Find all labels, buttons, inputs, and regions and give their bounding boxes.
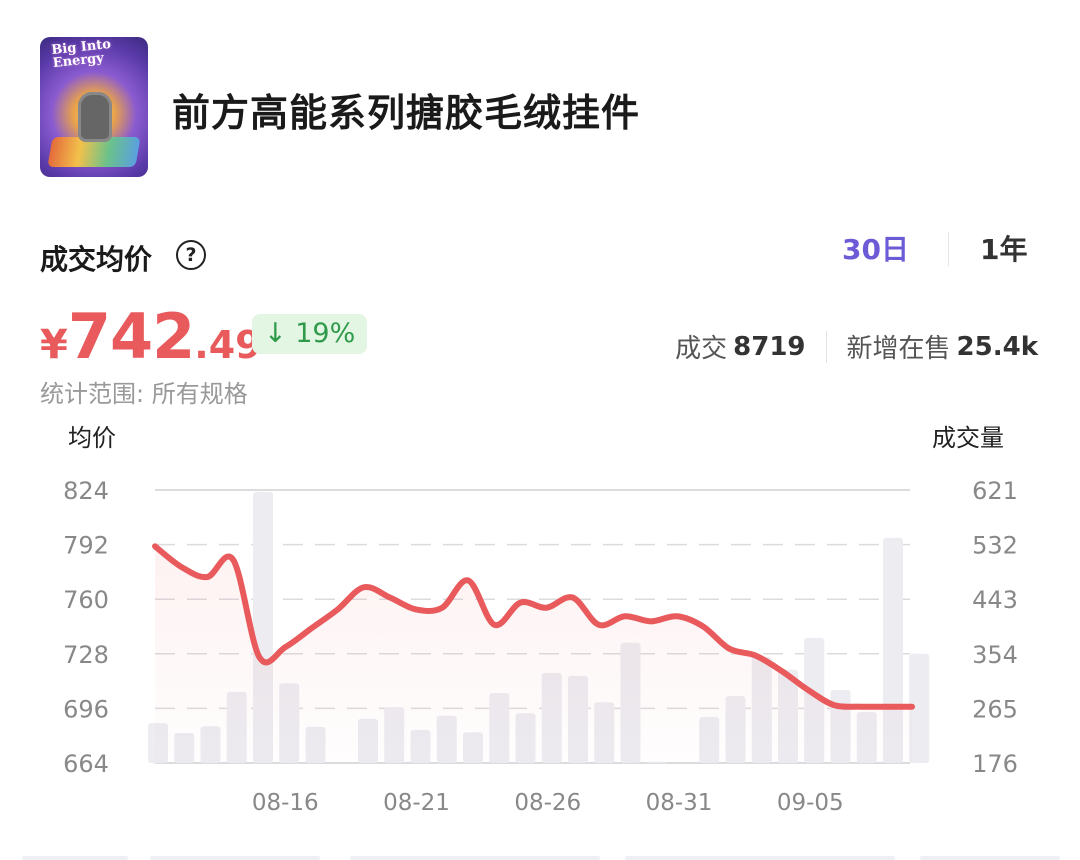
currency-symbol: ¥ <box>40 322 68 368</box>
y-left-tick-label: 760 <box>63 586 109 614</box>
product-image[interactable]: Big Into Energy <box>40 37 148 177</box>
new-listing-value: 25.4k <box>956 331 1038 362</box>
x-tick-label: 08-26 <box>514 790 581 816</box>
tab-30-days[interactable]: 30日 <box>842 233 909 266</box>
y-right-label: 成交量 <box>932 424 1004 452</box>
product-title: 前方高能系列搪胶毛绒挂件 <box>172 91 641 135</box>
price-volume-chart[interactable]: 824 792 760 728 696 664 621 532 443 354 265 176 08-1… <box>0 460 1080 840</box>
scope-text: 统计范围: 所有规格 <box>40 380 248 408</box>
price-area <box>155 546 912 763</box>
y-right-tick-label: 176 <box>972 750 1018 778</box>
new-listing-label: 新增在售 <box>846 334 951 364</box>
deal-value: 8719 <box>733 331 806 362</box>
x-tick-label: 08-21 <box>383 790 450 816</box>
change-badge: ↓ 19% <box>252 314 368 354</box>
average-price: ¥742.49 <box>40 300 262 373</box>
tab-1-year[interactable]: 1年 <box>980 233 1028 266</box>
y-right-tick-label: 265 <box>972 695 1018 723</box>
metric-label: 成交均价 <box>40 243 153 276</box>
y-left-label: 均价 <box>68 424 116 452</box>
y-left-tick-label: 728 <box>63 641 109 669</box>
x-tick-label: 08-16 <box>252 790 319 816</box>
question-circle-icon[interactable]: ? <box>176 240 206 270</box>
product-art-figure <box>78 92 112 142</box>
y-left-tick-label: 792 <box>63 532 109 560</box>
volume-bar <box>909 653 930 763</box>
deal-label: 成交 <box>675 334 728 364</box>
change-percent: 19% <box>295 318 356 349</box>
product-logo-art: Big Into Energy <box>50 37 112 72</box>
arrow-down-icon: ↓ <box>264 318 287 349</box>
x-tick-label: 09-05 <box>777 790 844 816</box>
y-left-tick-label: 664 <box>63 750 109 778</box>
y-right-tick-label: 443 <box>972 586 1018 614</box>
x-tick-label: 08-31 <box>646 790 713 816</box>
price-integer: 742 <box>67 300 195 373</box>
y-left-tick-label: 824 <box>63 477 109 505</box>
y-right-tick-label: 532 <box>972 532 1018 560</box>
tab-divider <box>948 232 949 266</box>
y-right-tick-label: 621 <box>972 477 1018 505</box>
y-right-tick-label: 354 <box>972 641 1018 669</box>
stats-divider <box>825 330 827 363</box>
price-line <box>152 543 915 710</box>
y-left-tick-label: 696 <box>63 695 109 723</box>
price-decimal: .49 <box>194 323 262 367</box>
stats-row: 成交 8719 新增在售 25.4k <box>675 328 1038 365</box>
